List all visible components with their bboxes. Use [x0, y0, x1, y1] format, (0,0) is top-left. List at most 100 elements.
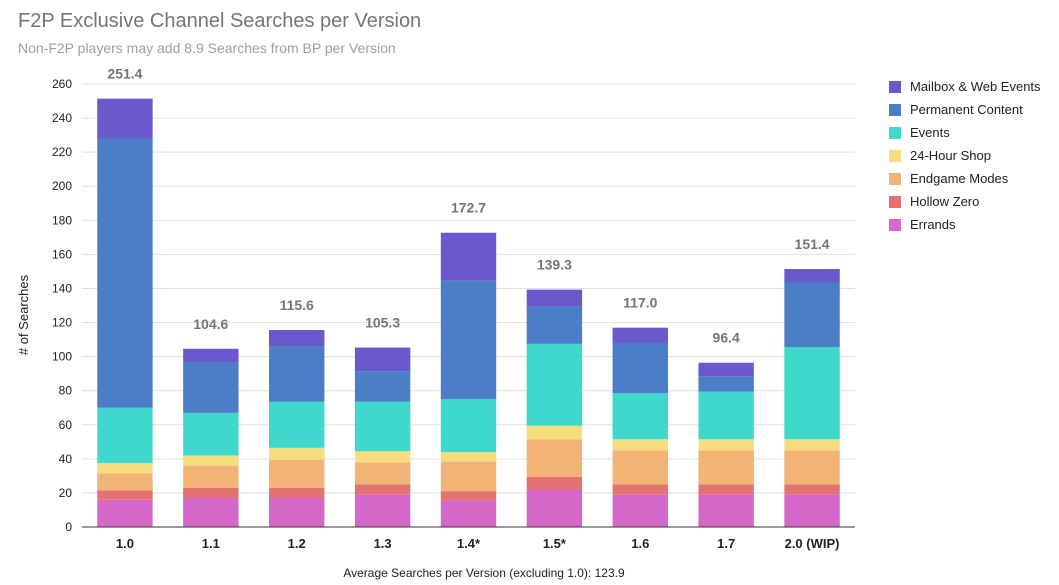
bar-segment-events	[183, 412, 239, 456]
y-tick-label: 240	[52, 111, 72, 125]
bar-segment-hollow-zero	[698, 484, 754, 495]
y-tick-label: 180	[52, 213, 72, 227]
bar-segment-24-hour-shop	[526, 425, 583, 440]
bar-segment-mailbox-web-events	[269, 330, 325, 347]
bar-segment-hollow-zero	[440, 491, 497, 501]
bar-segment-mailbox-web-events	[784, 269, 840, 283]
legend-label: Mailbox & Web Events	[910, 79, 1041, 94]
bar-segment-permanent-content	[526, 306, 583, 344]
bar-segment-permanent-content	[440, 280, 497, 400]
legend-label: Events	[910, 125, 950, 140]
bar-segment-24-hour-shop	[269, 447, 325, 460]
bars	[97, 98, 840, 527]
bar-segment-mailbox-web-events	[526, 289, 583, 307]
legend-item: Endgame Modes	[889, 167, 1041, 190]
bar-segment-errands	[183, 498, 239, 527]
y-axis: 0 20 40 60 80 100 120 140 160 180 200 220 240 260	[52, 77, 72, 534]
bar-segment-24-hour-shop	[440, 452, 497, 462]
bar-segment-mailbox-web-events	[183, 348, 239, 363]
legend-item: 24-Hour Shop	[889, 144, 1041, 167]
bar-segment-errands	[354, 494, 411, 527]
bar-total-label: 139.3	[537, 257, 572, 273]
bar-segment-24-hour-shop	[784, 439, 840, 451]
legend-label: 24-Hour Shop	[910, 148, 991, 163]
legend-item: Permanent Content	[889, 98, 1041, 121]
bar-segment-24-hour-shop	[97, 463, 153, 474]
bar-segment-permanent-content	[698, 376, 754, 392]
bar-segment-endgame-modes	[698, 450, 754, 485]
legend-label: Hollow Zero	[910, 194, 980, 209]
bar-segment-mailbox-web-events	[440, 232, 497, 281]
bar-segment-events	[784, 347, 840, 440]
bar-total-label: 96.4	[713, 330, 740, 346]
y-tick-label: 80	[59, 384, 73, 398]
bar-segment-errands	[612, 494, 668, 527]
bar-segment-hollow-zero	[784, 484, 840, 495]
bar-segment-events	[612, 393, 668, 440]
bar-segment-hollow-zero	[612, 484, 668, 495]
bar-segment-events	[354, 401, 411, 452]
legend-swatch	[889, 218, 901, 231]
y-axis-label: # of Searches	[16, 274, 31, 355]
y-tick-label: 160	[52, 247, 72, 261]
x-tick-label: 2.0 (WIP)	[785, 536, 840, 551]
bar-segment-hollow-zero	[97, 490, 153, 500]
x-axis: 1.0 1.1 1.2 1.3 1.4* 1.5* 1.6 1.7 2.0 (WIP)	[82, 526, 855, 551]
bar-segment-hollow-zero	[526, 476, 583, 490]
chart-subtitle: Non-F2P players may add 8.9 Searches fro…	[18, 40, 396, 56]
bar-total-label: 105.3	[365, 315, 400, 331]
bar-segment-hollow-zero	[269, 487, 325, 499]
legend-item: Mailbox & Web Events	[889, 75, 1041, 98]
y-tick-label: 40	[59, 452, 73, 466]
x-tick-label: 1.1	[202, 536, 220, 551]
legend-swatch	[889, 195, 901, 208]
bar-total-label: 151.4	[795, 236, 830, 252]
x-tick-label: 1.3	[374, 536, 392, 551]
bar-segment-errands	[97, 499, 153, 527]
bar-segment-endgame-modes	[526, 439, 583, 477]
bar-segment-mailbox-web-events	[354, 347, 411, 372]
y-tick-label: 260	[52, 77, 72, 91]
bar-segment-permanent-content	[612, 342, 668, 394]
bar-segment-mailbox-web-events	[97, 98, 153, 139]
bar-segment-events	[269, 401, 325, 448]
bar-segment-events	[440, 399, 497, 453]
bar-segment-24-hour-shop	[183, 455, 239, 466]
y-tick-label: 100	[52, 350, 72, 364]
bar-segment-endgame-modes	[784, 450, 840, 485]
bar-segment-24-hour-shop	[354, 451, 411, 463]
legend-swatch	[889, 126, 901, 139]
bar-segment-events	[526, 343, 583, 426]
y-tick-label: 140	[52, 281, 72, 295]
legend-label: Endgame Modes	[910, 171, 1009, 186]
bar-total-label: 115.6	[280, 297, 314, 313]
bar-segment-permanent-content	[97, 138, 153, 408]
bar-segment-errands	[698, 494, 754, 527]
legend-item: Hollow Zero	[889, 190, 1041, 213]
bar-segment-endgame-modes	[612, 450, 668, 485]
y-tick-label: 20	[59, 486, 73, 500]
bar-total-label: 251.4	[107, 66, 142, 82]
y-tick-label: 200	[52, 179, 72, 193]
x-tick-label: 1.6	[631, 536, 649, 551]
bar-segment-mailbox-web-events	[612, 327, 668, 343]
bar-segment-events	[97, 407, 153, 464]
bar-segment-endgame-modes	[183, 465, 239, 488]
y-tick-label: 0	[65, 520, 72, 534]
legend: Mailbox & Web Events Permanent Content Eve…	[889, 75, 1041, 236]
x-tick-label: 1.2	[288, 536, 306, 551]
x-tick-label: 1.7	[717, 536, 735, 551]
legend-swatch	[889, 149, 901, 162]
legend-label: Errands	[910, 217, 956, 232]
bar-segment-events	[698, 391, 754, 440]
bar-segment-permanent-content	[354, 371, 411, 402]
bar-segment-errands	[440, 500, 497, 527]
legend-item: Events	[889, 121, 1041, 144]
bar-segment-hollow-zero	[183, 487, 239, 499]
bar-segment-endgame-modes	[440, 461, 497, 492]
bar-segment-endgame-modes	[97, 473, 153, 491]
bar-segment-mailbox-web-events	[698, 362, 754, 377]
legend-label: Permanent Content	[910, 102, 1023, 117]
bar-segment-endgame-modes	[269, 459, 325, 488]
